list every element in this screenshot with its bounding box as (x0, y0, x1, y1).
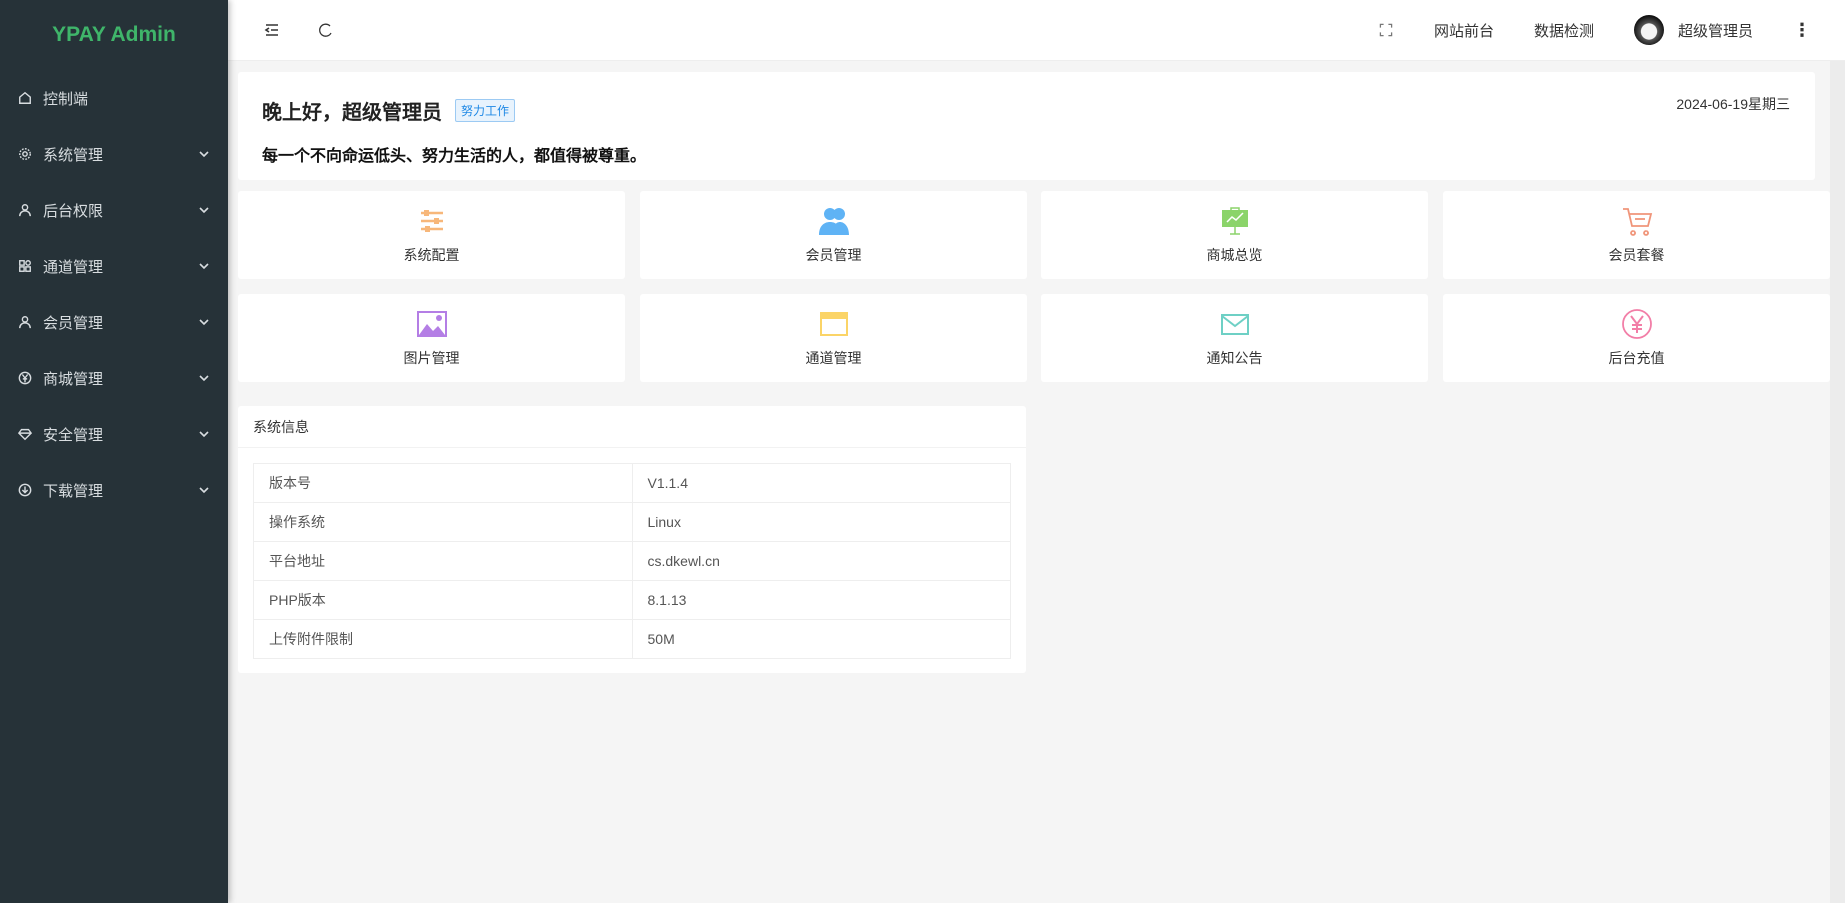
sidebar-item-7[interactable]: 下载管理 (0, 462, 228, 518)
sidebar-item-6[interactable]: 安全管理 (0, 406, 228, 462)
menu-fold-icon[interactable] (262, 20, 282, 40)
shortcut-label: 后台充值 (1608, 350, 1665, 366)
status-badge: 努力工作 (455, 99, 516, 122)
greeting-card: 晚上好，超级管理员 努力工作 每一个不向命运低头、努力生活的人，都值得被尊重。 2… (238, 72, 1815, 180)
apps-icon (19, 260, 31, 272)
shortcut-tile[interactable]: 通知公告 (1041, 294, 1428, 382)
top-header: 网站前台 数据检测 超级管理员 ⋮ (228, 0, 1845, 61)
chevron-down-icon (199, 263, 209, 270)
info-value: V1.1.4 (631, 463, 1011, 503)
sidebar-item-label: 通道管理 (43, 258, 104, 276)
system-info-table: 版本号 V1.1.4 操作系统 Linux 平台地址 cs.dkewl.cn PHP版本 8.… (253, 463, 1011, 659)
home-icon (19, 91, 31, 104)
shortcut-tile[interactable]: 会员套餐 (1443, 191, 1830, 279)
info-key: 上传附件限制 (253, 619, 633, 659)
shortcut-tile[interactable]: 通道管理 (640, 294, 1027, 382)
chevron-down-icon (199, 319, 209, 326)
sidebar-item-label: 后台权限 (43, 202, 104, 220)
sidebar-item-label: 系统管理 (43, 146, 104, 164)
info-value: 50M (631, 619, 1011, 659)
sidebar-item-2[interactable]: 后台权限 (0, 182, 228, 238)
sidebar-item-label: 控制端 (43, 90, 89, 108)
sidebar-item-label: 商城管理 (43, 370, 104, 388)
presentation-icon (1221, 207, 1248, 235)
chevron-down-icon (199, 375, 209, 382)
yen-circle-icon (1621, 309, 1652, 339)
info-key: 版本号 (253, 463, 633, 503)
users-icon (818, 208, 849, 235)
site-front-link[interactable]: 网站前台 (1433, 22, 1494, 40)
sidebar-item-4[interactable]: 会员管理 (0, 294, 228, 350)
shortcut-label: 通道管理 (805, 350, 862, 366)
info-key: PHP版本 (253, 580, 633, 620)
sliders-icon (420, 210, 443, 232)
sidebar-item-label: 安全管理 (43, 426, 104, 444)
sidebar-item-5[interactable]: 商城管理 (0, 350, 228, 406)
table-row: 平台地址 cs.dkewl.cn (253, 541, 1011, 581)
info-value: cs.dkewl.cn (631, 541, 1011, 581)
gear-icon (19, 148, 31, 160)
shortcut-tile[interactable]: 会员管理 (640, 191, 1027, 279)
cart-icon (1622, 208, 1652, 236)
card-title: 系统信息 (238, 406, 1026, 448)
shortcut-tile[interactable]: 商城总览 (1041, 191, 1428, 279)
chevron-down-icon (199, 207, 209, 214)
avatar[interactable] (1633, 15, 1664, 45)
data-check-link[interactable]: 数据检测 (1533, 22, 1594, 40)
user-icon (19, 204, 31, 217)
chevron-down-icon (199, 151, 209, 158)
image-icon (416, 311, 447, 337)
info-value: 8.1.13 (631, 580, 1011, 620)
system-info-card: 系统信息 版本号 V1.1.4 操作系统 Linux 平台地址 cs.dkewl.cn PH… (238, 406, 1026, 673)
info-value: Linux (631, 502, 1011, 542)
sidebar: YPAY Admin 控制端系统管理后台权限通道管理会员管理商城管理安全管理下载… (0, 0, 228, 903)
sidebar-item-0[interactable]: 控制端 (0, 70, 228, 126)
shortcut-label: 系统配置 (403, 247, 460, 263)
download-icon (18, 483, 32, 497)
refresh-icon[interactable] (316, 20, 336, 40)
table-row: 版本号 V1.1.4 (253, 463, 1011, 503)
app-logo[interactable]: YPAY Admin (52, 23, 176, 46)
yen-icon (18, 371, 32, 385)
table-row: PHP版本 8.1.13 (253, 580, 1011, 620)
scrollbar[interactable] (1830, 61, 1845, 903)
shortcut-label: 会员套餐 (1608, 247, 1665, 263)
sidebar-item-label: 会员管理 (43, 314, 104, 332)
shortcut-label: 商城总览 (1206, 247, 1263, 263)
date: 2024-06-19星期三 (1676, 96, 1790, 112)
diamond-icon (18, 428, 32, 441)
greeting-title: 晚上好，超级管理员 (262, 102, 442, 124)
window-icon (819, 312, 848, 336)
more-icon[interactable]: ⋮ (1793, 19, 1811, 40)
table-row: 操作系统 Linux (253, 502, 1011, 542)
sidebar-item-1[interactable]: 系统管理 (0, 126, 228, 182)
shortcut-tile[interactable]: 系统配置 (238, 191, 625, 279)
user-icon (19, 316, 31, 329)
shortcut-tile[interactable]: 图片管理 (238, 294, 625, 382)
shortcut-tile[interactable]: 后台充值 (1443, 294, 1830, 382)
table-row: 上传附件限制 50M (253, 619, 1011, 659)
mail-icon (1220, 314, 1249, 335)
chevron-down-icon (199, 431, 209, 438)
info-key: 平台地址 (253, 541, 633, 581)
shortcut-label: 图片管理 (403, 350, 460, 366)
motto: 每一个不向命运低头、努力生活的人，都值得被尊重。 (262, 148, 647, 165)
username[interactable]: 超级管理员 (1677, 22, 1753, 40)
shortcut-label: 会员管理 (805, 247, 862, 263)
sidebar-item-3[interactable]: 通道管理 (0, 238, 228, 294)
sidebar-item-label: 下载管理 (43, 482, 104, 500)
fullscreen-icon[interactable] (1378, 22, 1394, 38)
chevron-down-icon (199, 487, 209, 494)
info-key: 操作系统 (253, 502, 633, 542)
shortcut-label: 通知公告 (1206, 350, 1263, 366)
